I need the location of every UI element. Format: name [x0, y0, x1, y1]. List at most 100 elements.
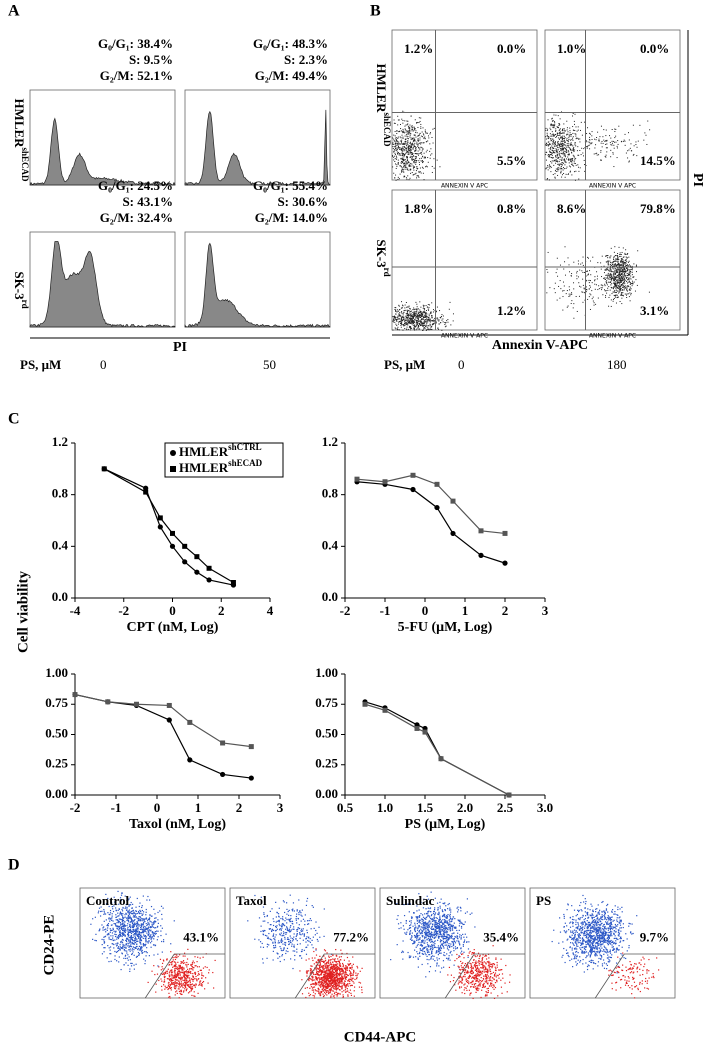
- event-dot: [447, 319, 449, 321]
- event-dot: [126, 937, 128, 939]
- event-dot: [361, 991, 363, 994]
- event-dot: [148, 924, 150, 926]
- event-dot: [185, 982, 187, 984]
- event-dot: [619, 252, 621, 254]
- event-dot: [581, 291, 583, 293]
- event-dot: [605, 143, 607, 145]
- dose: 180: [607, 357, 627, 372]
- event-dot: [600, 159, 602, 161]
- event-dot: [395, 158, 397, 160]
- event-dot: [412, 317, 414, 319]
- event-dot: [551, 153, 553, 155]
- event-dot: [184, 988, 186, 990]
- event-dot: [293, 936, 295, 938]
- event-dot: [426, 319, 428, 321]
- event-dot: [326, 952, 328, 954]
- legend-sup: shCTRL: [228, 442, 262, 452]
- event-dot: [554, 176, 556, 178]
- event-dot: [420, 315, 422, 317]
- event-dot: [570, 166, 572, 168]
- event-dot: [604, 278, 606, 280]
- event-dot: [598, 140, 600, 142]
- event-dot: [394, 143, 396, 145]
- event-dot: [424, 318, 426, 320]
- event-dot: [559, 132, 561, 134]
- event-dot: [573, 171, 575, 173]
- event-dot: [563, 132, 565, 134]
- event-dot: [562, 130, 564, 132]
- event-dot: [272, 942, 274, 944]
- event-dot: [551, 118, 553, 120]
- event-dot: [565, 161, 567, 163]
- event-dot: [420, 123, 422, 125]
- event-dot: [410, 326, 412, 328]
- event-dot: [194, 977, 196, 980]
- event-dot: [124, 914, 126, 916]
- event-dot: [120, 968, 122, 971]
- event-dot: [175, 963, 177, 966]
- event-dot: [552, 127, 554, 129]
- event-dot: [343, 983, 345, 985]
- event-dot: [406, 152, 408, 154]
- event-dot: [601, 284, 603, 286]
- event-dot: [559, 137, 561, 139]
- event-dot: [412, 137, 414, 139]
- event-dot: [560, 145, 562, 147]
- event-dot: [131, 925, 133, 927]
- quadrant-percent: 1.8%: [404, 201, 433, 216]
- event-dot: [568, 158, 570, 160]
- event-dot: [167, 984, 170, 986]
- event-dot: [131, 907, 133, 909]
- event-dot: [557, 115, 559, 117]
- event-dot: [622, 264, 624, 266]
- event-dot: [126, 919, 128, 921]
- event-dot: [191, 965, 193, 967]
- event-dot: [175, 991, 177, 993]
- event-dot: [616, 286, 618, 288]
- event-dot: [561, 150, 563, 152]
- event-dot: [186, 964, 188, 966]
- event-dot: [607, 255, 609, 257]
- event-dot: [401, 304, 403, 306]
- event-dot: [143, 934, 145, 936]
- event-dot: [607, 260, 609, 262]
- event-dot: [183, 976, 185, 978]
- event-dot: [622, 272, 624, 274]
- event-dot: [563, 144, 565, 146]
- event-dot: [403, 311, 405, 313]
- event-dot: [129, 896, 131, 898]
- event-dot: [561, 141, 563, 143]
- event-dot: [411, 143, 413, 145]
- event-dot: [613, 294, 615, 296]
- event-dot: [424, 320, 426, 322]
- event-dot: [181, 985, 183, 987]
- event-dot: [130, 926, 132, 928]
- event-dot: [570, 275, 572, 277]
- event-dot: [402, 150, 404, 152]
- event-dot: [609, 277, 611, 279]
- event-dot: [299, 955, 301, 957]
- event-dot: [409, 142, 411, 144]
- panel-letter: C: [8, 411, 20, 428]
- event-dot: [631, 285, 633, 287]
- event-dot: [404, 120, 406, 122]
- event-dot: [574, 162, 576, 164]
- event-dot: [114, 901, 116, 903]
- event-dot: [561, 159, 563, 161]
- event-dot: [404, 324, 406, 326]
- plot-axis-label: ANNEXIN V APC: [589, 333, 636, 340]
- event-dot: [589, 136, 591, 138]
- row-label: HMLERshECAD: [12, 98, 30, 182]
- event-dot: [399, 165, 401, 167]
- event-dot: [411, 317, 413, 319]
- event-dot: [181, 993, 183, 996]
- event-dot: [577, 166, 579, 168]
- event-dot: [402, 148, 404, 150]
- event-dot: [267, 936, 269, 938]
- event-dot: [121, 947, 123, 949]
- legend-entry: HMLERshECAD: [179, 458, 263, 475]
- event-dot: [109, 949, 111, 951]
- event-dot: [412, 148, 414, 150]
- x-tick-label: 1: [195, 800, 202, 815]
- event-dot: [545, 159, 547, 161]
